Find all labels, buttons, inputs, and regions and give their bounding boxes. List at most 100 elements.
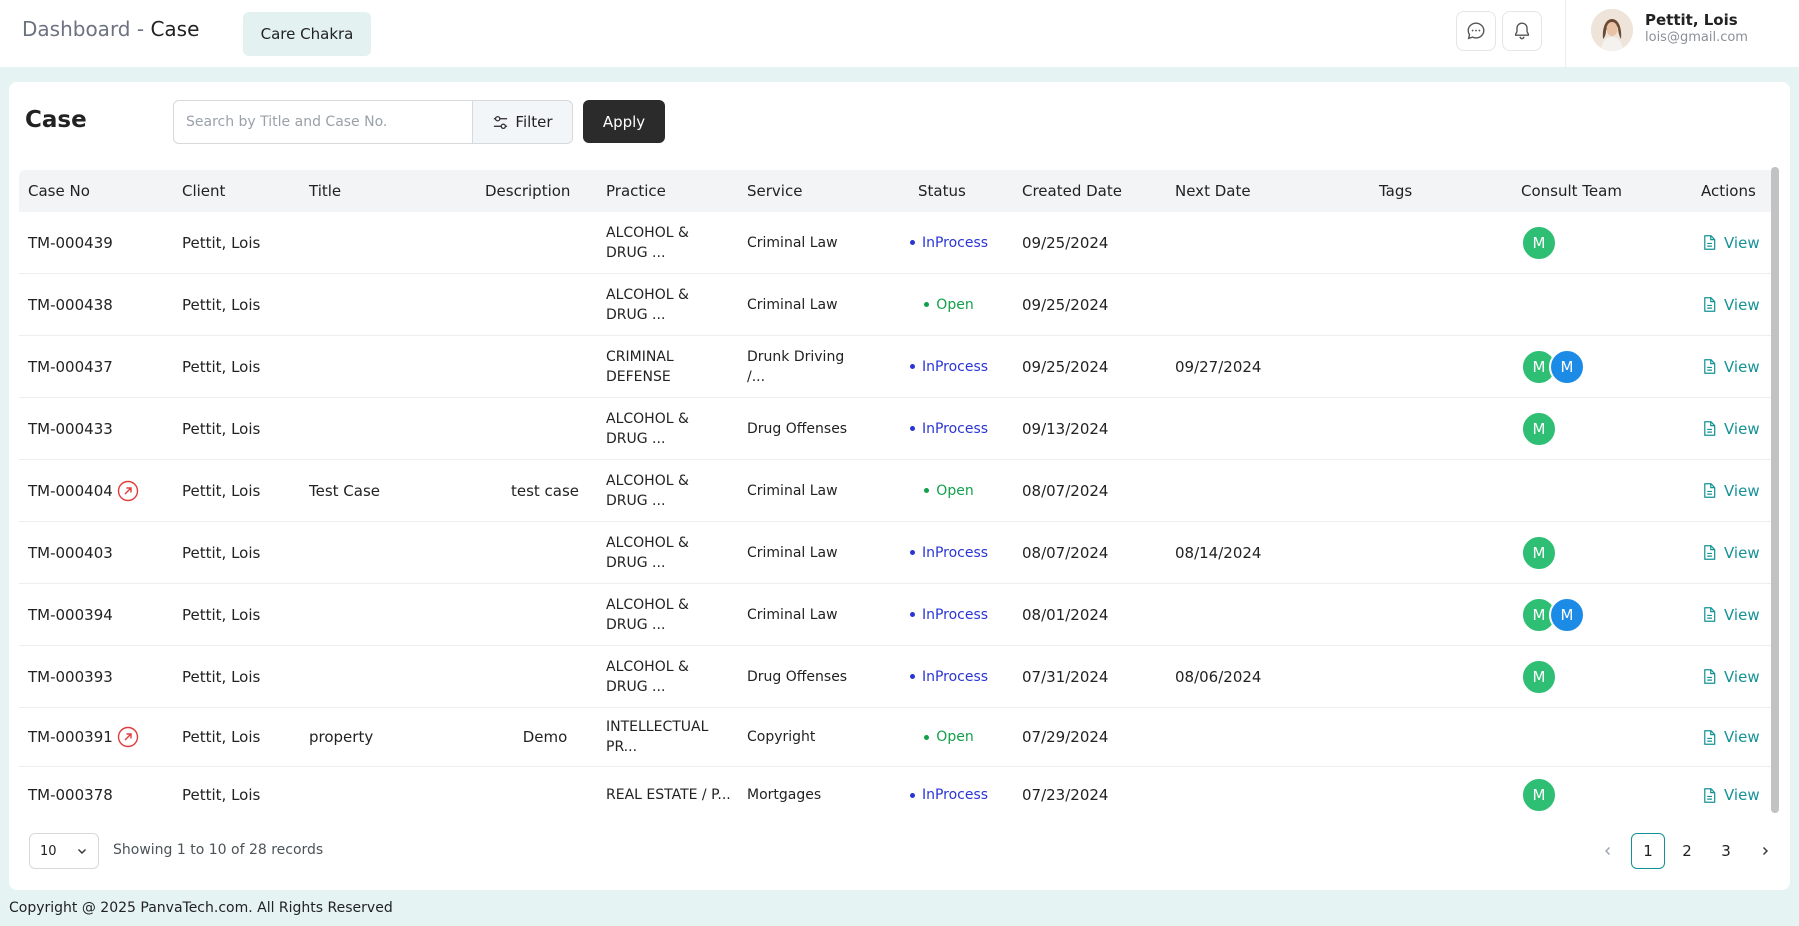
page-1-button[interactable]: 1 xyxy=(1631,833,1665,869)
open-external-icon[interactable] xyxy=(117,480,139,502)
table-row[interactable]: TM-000438 Pettit, Lois ALCOHOL & DRUG ... C… xyxy=(19,274,1774,336)
page-size-select[interactable]: 10 xyxy=(29,833,99,869)
search-input[interactable] xyxy=(174,101,472,143)
table-row[interactable]: TM-000378 Pettit, Lois REAL ESTATE / P... M… xyxy=(19,767,1774,820)
col-practice[interactable]: Practice xyxy=(606,182,666,200)
filter-button[interactable]: Filter xyxy=(472,100,573,144)
case-card: Case Filter Apply Case No Client Title D… xyxy=(9,82,1790,890)
view-label: View xyxy=(1724,295,1760,314)
practice-cell: ALCOHOL & DRUG ... xyxy=(606,224,689,261)
status-label: InProcess xyxy=(921,544,989,561)
view-link[interactable]: View xyxy=(1701,482,1760,500)
document-icon xyxy=(1704,235,1716,250)
case-no[interactable]: TM-000403 xyxy=(28,543,113,562)
document-icon xyxy=(1704,545,1716,560)
status-badge: Open xyxy=(924,729,974,745)
view-link[interactable]: View xyxy=(1701,296,1760,314)
view-link[interactable]: View xyxy=(1701,728,1760,746)
document-icon xyxy=(1704,787,1716,803)
case-no-cell[interactable]: TM-000438 xyxy=(28,274,113,335)
practice-cell: ALCOHOL & DRUG ... xyxy=(606,286,689,323)
prev-page-button[interactable] xyxy=(1591,833,1625,869)
table-row[interactable]: TM-000391 Pettit, Lois property Demo INTELLE… xyxy=(19,708,1774,767)
col-status[interactable]: Status xyxy=(918,182,966,200)
case-no-cell[interactable]: TM-000378 xyxy=(28,767,113,820)
user-avatar[interactable] xyxy=(1591,9,1633,51)
open-external-icon[interactable] xyxy=(117,726,139,748)
case-no[interactable]: TM-000393 xyxy=(28,667,113,686)
practice-cell: REAL ESTATE / P... xyxy=(606,787,731,803)
col-consult-team[interactable]: Consult Team xyxy=(1521,182,1622,200)
table-row[interactable]: TM-000433 Pettit, Lois ALCOHOL & DRUG ... D… xyxy=(19,398,1774,460)
table-row[interactable]: TM-000404 Pettit, Lois Test Case test case A… xyxy=(19,460,1774,522)
notifications-button[interactable] xyxy=(1502,11,1542,51)
team-member-avatar[interactable]: M xyxy=(1521,777,1557,813)
view-link[interactable]: View xyxy=(1701,606,1760,624)
col-case-no[interactable]: Case No xyxy=(28,182,90,200)
team-member-avatar[interactable]: M xyxy=(1521,658,1557,695)
col-tags[interactable]: Tags xyxy=(1379,182,1413,200)
col-title[interactable]: Title xyxy=(309,182,342,200)
document-icon xyxy=(1704,729,1716,745)
document-icon xyxy=(1704,483,1716,498)
view-link[interactable]: View xyxy=(1701,544,1760,562)
team-member-avatar[interactable]: M xyxy=(1549,348,1585,385)
team-member-avatar[interactable]: M xyxy=(1521,534,1557,571)
service-cell: Drug Offenses xyxy=(747,668,848,685)
messages-button[interactable] xyxy=(1456,11,1496,51)
organization-chip[interactable]: Care Chakra xyxy=(243,12,371,56)
case-no-cell[interactable]: TM-000403 xyxy=(28,522,113,583)
status-label: Open xyxy=(936,296,974,313)
table-row[interactable]: TM-000403 Pettit, Lois ALCOHOL & DRUG ... C… xyxy=(19,522,1774,584)
view-link[interactable]: View xyxy=(1701,358,1760,376)
case-no-cell[interactable]: TM-000391 xyxy=(28,708,139,766)
client-cell: Pettit, Lois xyxy=(182,419,261,438)
case-no[interactable]: TM-000394 xyxy=(28,605,113,624)
case-no[interactable]: TM-000438 xyxy=(28,295,113,314)
header-divider xyxy=(1565,0,1566,67)
col-next-date[interactable]: Next Date xyxy=(1175,182,1251,200)
case-no[interactable]: TM-000433 xyxy=(28,419,113,438)
case-no-cell[interactable]: TM-000439 xyxy=(28,212,113,273)
col-created-date[interactable]: Created Date xyxy=(1022,182,1122,200)
actions-cell: View xyxy=(1701,212,1760,273)
case-no[interactable]: TM-000439 xyxy=(28,233,113,252)
team-member-avatar[interactable]: M xyxy=(1549,596,1585,633)
col-service[interactable]: Service xyxy=(747,182,803,200)
view-link[interactable]: View xyxy=(1701,234,1760,252)
case-no[interactable]: TM-000437 xyxy=(28,357,113,376)
team-member-avatar[interactable]: M xyxy=(1521,224,1557,261)
table-scrollbar[interactable] xyxy=(1771,167,1779,813)
user-email: lois@gmail.com xyxy=(1645,30,1748,45)
apply-button[interactable]: Apply xyxy=(583,100,665,143)
view-link[interactable]: View xyxy=(1701,668,1760,686)
case-no-cell[interactable]: TM-000404 xyxy=(28,460,139,521)
breadcrumb-dashboard[interactable]: Dashboard xyxy=(22,17,131,41)
view-label: View xyxy=(1724,419,1760,438)
status-dot-icon xyxy=(909,426,915,431)
table-row[interactable]: TM-000437 Pettit, Lois CRIMINAL DEFENSE Dru… xyxy=(19,336,1774,398)
case-no[interactable]: TM-000404 xyxy=(28,481,113,500)
user-name[interactable]: Pettit, Lois xyxy=(1645,11,1738,29)
table-row[interactable]: TM-000439 Pettit, Lois ALCOHOL & DRUG ... C… xyxy=(19,212,1774,274)
next-page-button[interactable] xyxy=(1748,833,1782,869)
view-link[interactable]: View xyxy=(1701,420,1760,438)
status-badge: InProcess xyxy=(909,669,988,685)
case-no-cell[interactable]: TM-000433 xyxy=(28,398,113,459)
table-row[interactable]: TM-000394 Pettit, Lois ALCOHOL & DRUG ... C… xyxy=(19,584,1774,646)
page-2-button[interactable]: 2 xyxy=(1682,842,1692,860)
consult-team-cell: M xyxy=(1521,212,1557,273)
scrollbar-thumb[interactable] xyxy=(1771,167,1779,813)
col-description[interactable]: Description xyxy=(485,182,571,200)
page-3-button[interactable]: 3 xyxy=(1721,842,1731,860)
table-row[interactable]: TM-000393 Pettit, Lois ALCOHOL & DRUG ... D… xyxy=(19,646,1774,708)
case-no[interactable]: TM-000391 xyxy=(28,728,113,746)
case-no-cell[interactable]: TM-000394 xyxy=(28,584,113,645)
team-member-avatar[interactable]: M xyxy=(1521,410,1557,447)
view-link[interactable]: View xyxy=(1701,786,1760,804)
col-client[interactable]: Client xyxy=(182,182,226,200)
case-no-cell[interactable]: TM-000393 xyxy=(28,646,113,707)
case-no-cell[interactable]: TM-000437 xyxy=(28,336,113,397)
case-no[interactable]: TM-000378 xyxy=(28,786,113,804)
